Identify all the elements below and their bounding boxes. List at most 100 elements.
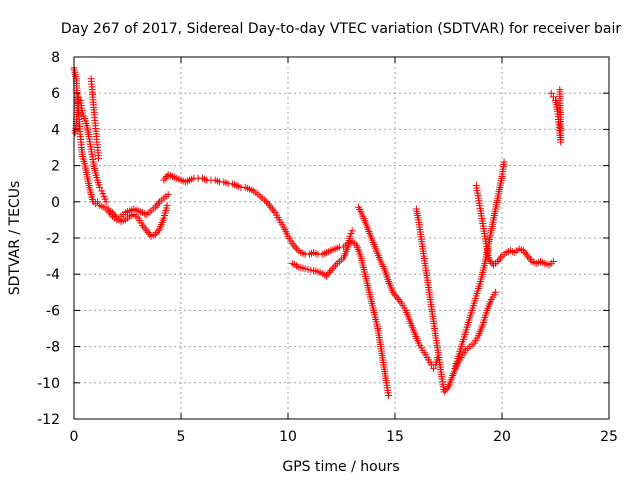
x-tick-label: 10: [279, 429, 297, 445]
data-point: [527, 256, 535, 264]
data-point: [304, 265, 312, 273]
data-point: [270, 207, 278, 215]
data-point: [549, 258, 557, 266]
x-tick-label: 15: [386, 429, 404, 445]
data-point: [495, 256, 503, 264]
data-point: [153, 201, 161, 209]
x-axis-label: GPS time / hours: [282, 459, 399, 475]
data-point: [143, 227, 151, 235]
data-point: [154, 227, 162, 235]
x-tick-label: 5: [177, 429, 186, 445]
data-point: [267, 203, 275, 211]
series-2: [87, 75, 103, 162]
data-point: [332, 261, 340, 269]
data-point: [164, 191, 172, 199]
data-point: [291, 243, 299, 251]
data-point: [389, 288, 397, 296]
data-point: [94, 198, 102, 206]
series-1: [71, 93, 110, 206]
data-point: [440, 388, 448, 396]
x-tick-label: 0: [70, 429, 79, 445]
data-point: [393, 294, 401, 302]
x-tick-label: 25: [600, 429, 618, 445]
data-point: [549, 93, 557, 101]
data-point: [487, 258, 495, 266]
data-point: [556, 86, 564, 94]
axis-ticks: 0 5 10 15 20 25 -12 -10 -8 -6 -4 -2 0 2 4 6 8: [37, 50, 618, 445]
data-point: [153, 229, 161, 237]
data-point: [500, 158, 508, 166]
data-point: [328, 265, 336, 273]
series-5: [288, 227, 356, 280]
data-point: [161, 174, 169, 182]
data-point: [522, 250, 530, 258]
data-point: [151, 203, 159, 211]
data-point: [525, 254, 533, 262]
data-point: [111, 212, 119, 220]
data-point: [390, 290, 398, 298]
data-point: [154, 200, 162, 208]
data-point: [290, 241, 298, 249]
data-point: [519, 247, 527, 255]
data-point: [263, 198, 271, 206]
y-tick-label: -4: [46, 267, 60, 283]
y-tick-label: 8: [51, 50, 60, 66]
y-tick-label: -12: [37, 412, 60, 428]
data-point: [327, 267, 335, 275]
data-point: [442, 386, 450, 394]
data-point: [430, 364, 438, 372]
y-tick-label: 6: [51, 86, 60, 102]
data-point: [325, 268, 333, 276]
data-point: [144, 229, 152, 237]
series-9: [472, 182, 557, 269]
data-point: [524, 252, 532, 260]
y-tick-label: 4: [51, 122, 60, 138]
chart-title: Day 267 of 2017, Sidereal Day-to-day VTE…: [61, 21, 622, 37]
data-point: [547, 89, 555, 97]
data-point: [160, 176, 168, 184]
data-point: [385, 391, 393, 399]
y-tick-label: 2: [51, 159, 60, 175]
data-point: [497, 254, 505, 262]
data-point: [301, 265, 309, 273]
data-point: [110, 210, 118, 218]
data-point: [492, 288, 500, 296]
series-8: [451, 158, 508, 372]
data-point: [265, 201, 273, 209]
grid: [74, 57, 609, 419]
y-tick-label: -2: [46, 231, 60, 247]
data-point: [109, 209, 117, 217]
y-tick-label: -8: [46, 340, 60, 356]
data-point: [324, 270, 332, 278]
data-point: [151, 230, 159, 238]
series-0: [70, 64, 172, 224]
y-tick-label: 0: [51, 195, 60, 211]
data-point: [330, 263, 338, 271]
data-point: [141, 225, 149, 233]
x-tick-label: 20: [493, 429, 511, 445]
data-point: [521, 248, 529, 256]
data-point: [392, 292, 400, 300]
data-point: [288, 239, 296, 247]
data-point: [74, 93, 82, 101]
y-tick-label: -6: [46, 303, 60, 319]
data-point: [307, 266, 315, 274]
data-point: [323, 272, 331, 280]
data-point: [348, 227, 356, 235]
data-points: [70, 64, 565, 399]
data-point: [95, 154, 103, 162]
series-3: [104, 201, 171, 240]
series-10: [547, 86, 565, 146]
data-point: [138, 221, 146, 229]
data-point: [395, 296, 403, 304]
data-point: [102, 198, 110, 206]
data-point: [268, 205, 276, 213]
data-point: [163, 201, 171, 209]
series-4: [160, 171, 393, 399]
data-point: [443, 384, 451, 392]
data-point: [264, 200, 272, 208]
data-point: [485, 256, 493, 264]
data-point: [140, 223, 148, 231]
y-tick-label: -10: [37, 376, 60, 392]
